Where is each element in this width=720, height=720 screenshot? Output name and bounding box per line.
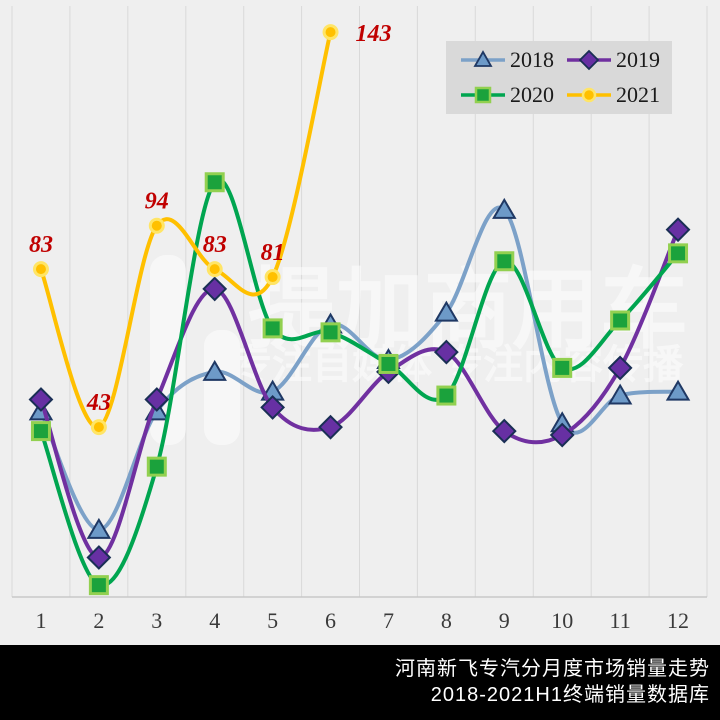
legend-item-2020: 2020 [460,83,566,107]
series-2021-data-labels: 83 43 94 83 81 143 [29,21,392,416]
marker-2021-circle [206,261,223,278]
legend-marker-triangle-icon [461,50,505,68]
marker-2018-triangle [434,300,459,322]
x-axis-labels: 1 2 3 4 5 6 7 8 9 10 11 12 [35,608,689,633]
legend-marker-square-icon [461,86,505,103]
marker-2020-square [30,421,51,442]
series-2020 [30,172,689,596]
watermark-logo-bar [204,330,240,445]
legend-item-label: 2020 [510,81,554,107]
x-axis-label-12: 12 [667,608,689,633]
x-axis-label-8: 8 [441,608,452,633]
data-label-2021-5: 81 [261,240,285,266]
x-axis-label-7: 7 [383,608,394,633]
marker-2019-diamond [665,217,691,243]
x-axis-label-4: 4 [209,608,220,633]
marker-2019-diamond [86,545,112,570]
data-label-2021-6: 143 [356,21,392,47]
marker-2019-diamond [318,414,343,440]
legend-item-2018: 2018 [460,48,566,72]
marker-2021-circle [322,24,339,41]
legend-marker-diamond-icon [567,49,611,71]
marker-2018-triangle [492,197,517,219]
marker-2018-triangle [86,517,112,539]
marker-2019-diamond [491,418,517,444]
data-label-2021-4: 83 [203,232,227,258]
legend-item-2021: 2021 [566,83,672,107]
footer-banner: 河南新飞专汽分月度市场销量走势 2018-2021H1终端销量数据库 [0,645,720,720]
marker-2020-square [494,251,515,272]
marker-2019-diamond [607,355,633,381]
marker-2020-square [552,357,573,378]
marker-2019-diamond [202,276,228,302]
marker-2020-square [320,322,341,343]
marker-2018-triangle [202,359,227,381]
marker-2020-square [88,575,109,596]
legend-marker-shape [578,49,600,71]
x-axis-label-9: 9 [499,608,510,633]
marker-2020-square [668,243,689,264]
legend-item-2019: 2019 [566,48,672,72]
series-2021: 83 43 94 83 81 143 [29,21,392,436]
x-axis-label-5: 5 [267,608,278,633]
marker-2020-square [436,385,457,406]
legend-item-label: 2019 [616,47,660,73]
marker-2019-diamond [28,387,54,412]
legend-marker-circle-icon [567,87,611,102]
data-label-2021-1: 83 [29,232,53,258]
marker-2019-diamond [260,394,286,420]
marker-2021-circle [264,269,281,286]
x-axis-label-11: 11 [610,608,631,633]
x-axis-label-1: 1 [35,608,46,633]
marker-2021-circle [32,261,49,278]
legend-item-label: 2021 [616,81,660,107]
marker-2020-square [204,172,225,193]
chart-legend: 2018 2019 2020 2021 [446,41,672,114]
marker-2020-square [262,318,283,339]
marker-2020-square [378,353,399,374]
data-label-2021-2: 43 [86,390,111,416]
data-label-2021-3: 94 [145,189,169,215]
x-axis-label-3: 3 [151,608,162,633]
legend-marker-shape [474,86,492,103]
marker-2019-diamond [549,422,575,448]
marker-2020-square [610,310,631,331]
x-axis-label-6: 6 [325,608,336,633]
marker-2021-circle [90,419,107,436]
legend-item-label: 2018 [510,47,554,73]
marker-2019-diamond [144,387,170,412]
x-axis-label-2: 2 [93,608,104,633]
marker-2018-triangle [665,379,691,401]
chart-subtitle: 2018-2021H1终端销量数据库 [430,684,710,706]
chart-title: 河南新飞专汽分月度市场销量走势 [395,658,710,680]
legend-marker-shape [473,50,493,68]
legend-marker-shape [581,87,597,102]
marker-2020-square [146,456,167,477]
x-axis-label-10: 10 [551,608,573,633]
marker-2018-triangle [607,383,633,405]
marker-2021-circle [148,217,165,234]
series-2021-line [38,30,333,430]
marker-2019-diamond [433,339,459,365]
